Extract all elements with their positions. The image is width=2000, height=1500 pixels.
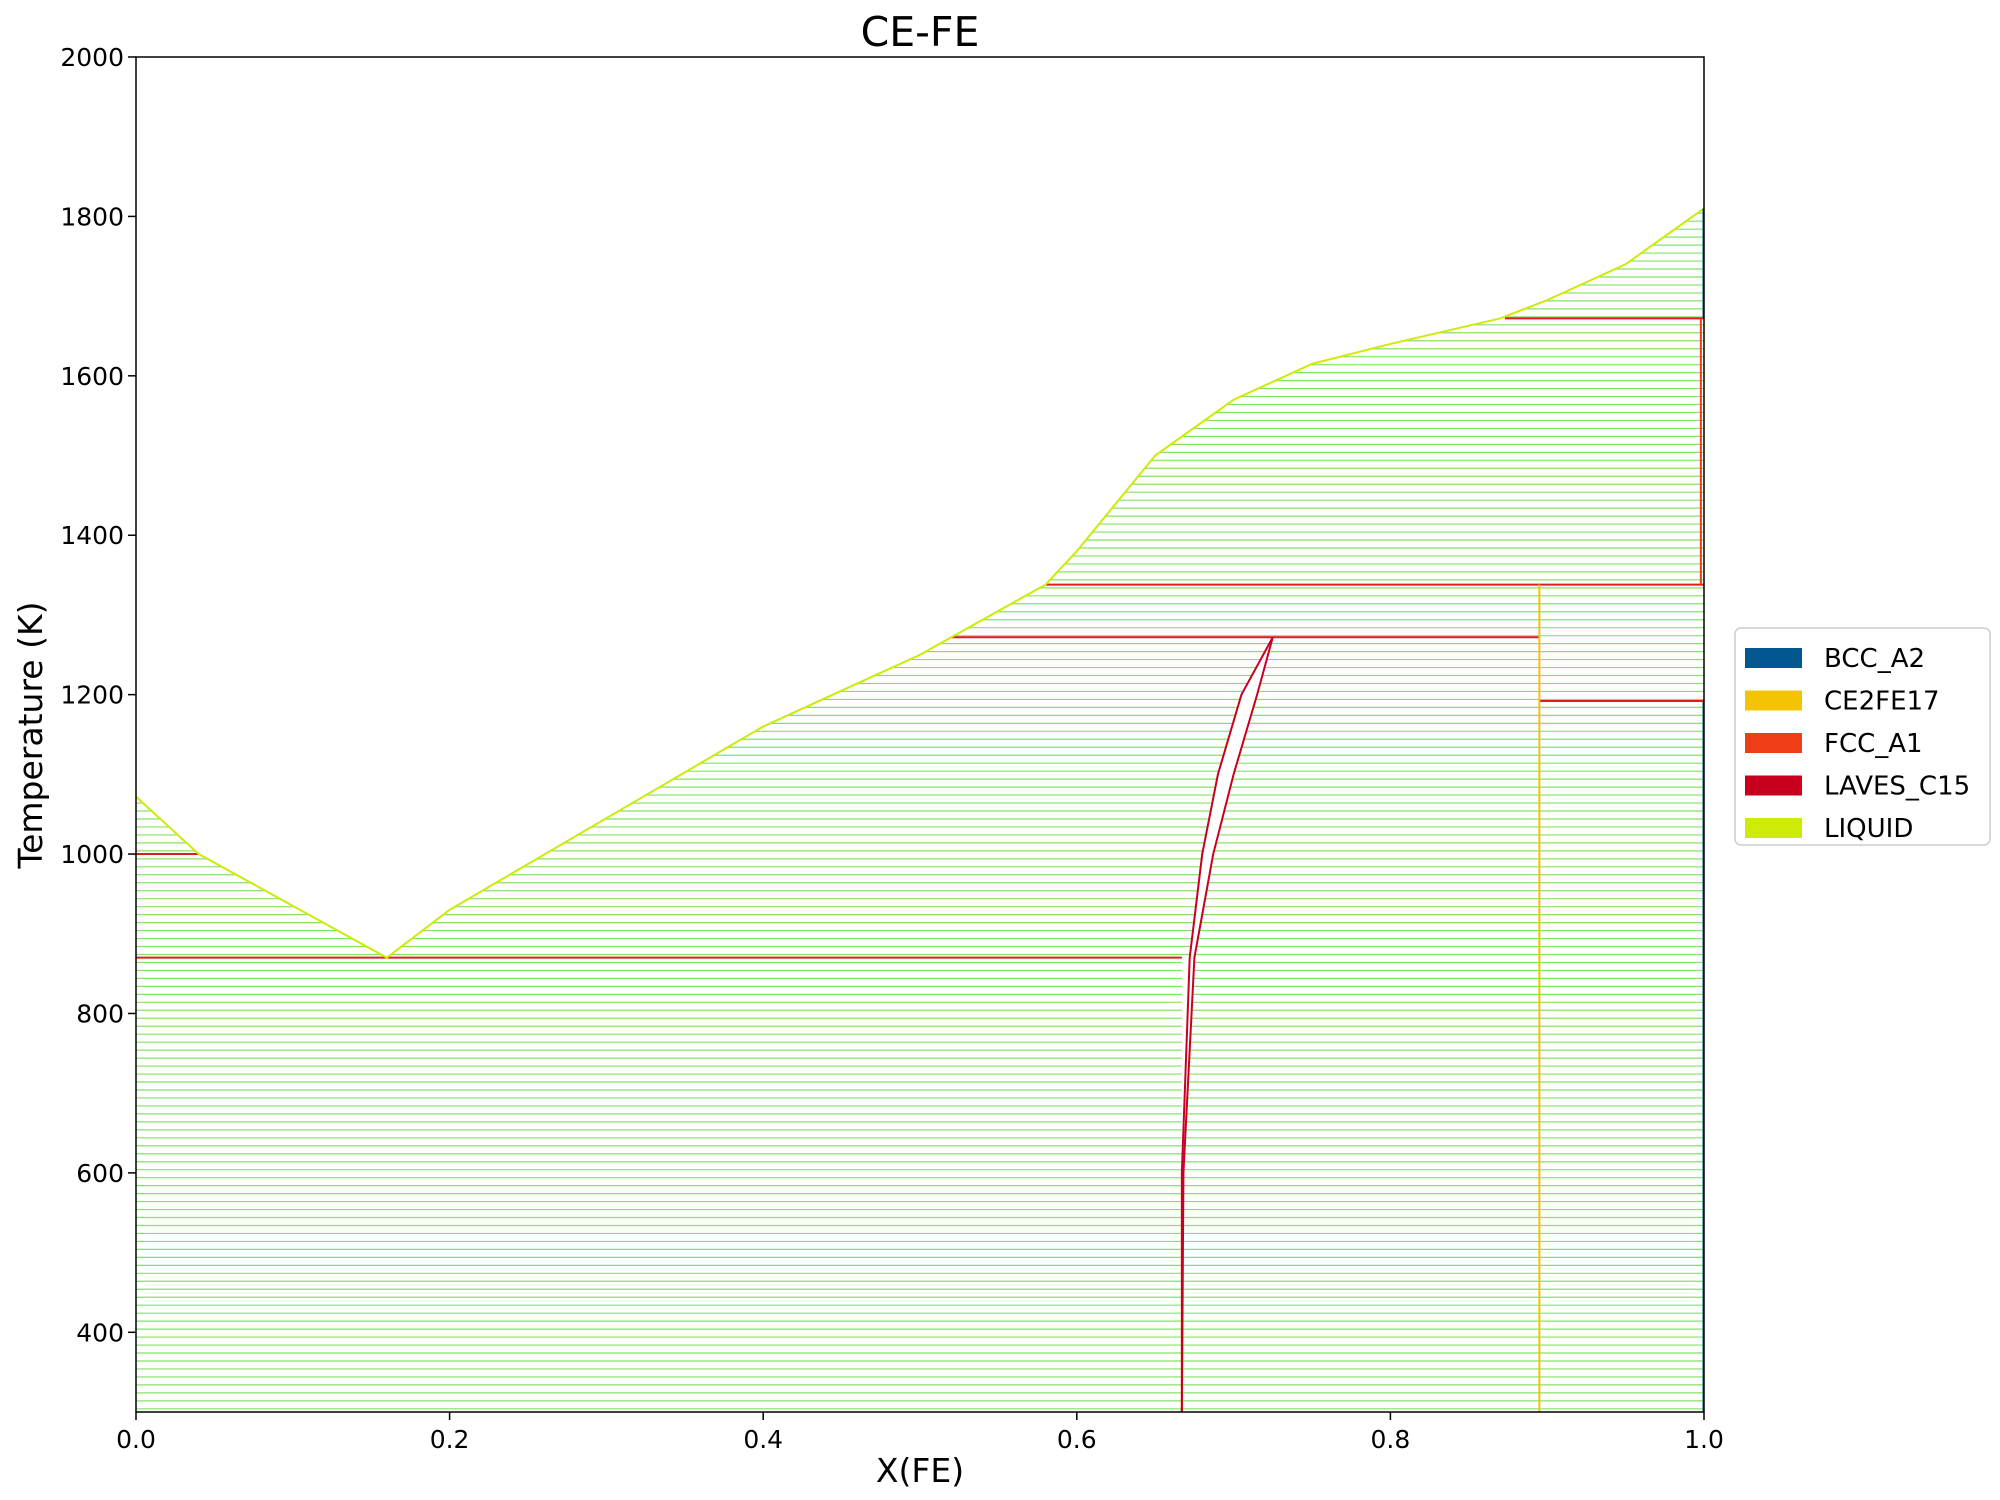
legend-swatch: [1745, 690, 1802, 711]
legend: BCC_A2 CE2FE17 FCC_A1 LAVES_C15 LIQUID: [1734, 627, 1991, 846]
x-tick-label: 0.2: [430, 1425, 470, 1454]
y-tick-label: 800: [76, 999, 124, 1028]
boundary-laves_c15: [1180, 636, 1274, 1412]
x-tick-label: 0.4: [743, 1425, 783, 1454]
x-axis: 0.0 0.2 0.4 0.6 0.8 1.0: [116, 1412, 1724, 1454]
legend-label: LAVES_C15: [1824, 772, 1970, 802]
boundary-liquid: [136, 207, 1704, 959]
legend-label: CE2FE17: [1824, 687, 1940, 717]
y-tick-label: 1600: [60, 362, 124, 391]
legend-swatch: [1745, 775, 1802, 796]
y-axis-title: Temperature (K): [11, 602, 50, 870]
y-tick-label: 1800: [60, 202, 124, 231]
x-tick-label: 0.6: [1057, 1425, 1097, 1454]
x-axis-title: X(FE): [876, 1451, 964, 1490]
legend-swatch: [1745, 648, 1802, 668]
legend-label: LIQUID: [1824, 814, 1913, 844]
y-tick-label: 1000: [60, 840, 124, 869]
y-tick-label: 2000: [60, 43, 124, 72]
y-axis: 400 600 800 1000 1200 1400 1600 1800 2000: [60, 43, 136, 1347]
y-tick-label: 1200: [60, 681, 124, 710]
phase-boundaries: [136, 207, 1704, 1412]
tie-lines: [136, 212, 1704, 1410]
chart-title: CE-FE: [861, 8, 980, 56]
boundary-laves_c15: [1180, 636, 1274, 1412]
plot-frame: [135, 56, 1705, 1413]
legend-swatch: [1745, 818, 1802, 838]
x-tick-label: 0.0: [116, 1425, 156, 1454]
y-tick-label: 1400: [60, 521, 124, 550]
legend-swatch: [1745, 733, 1802, 753]
x-tick-label: 0.8: [1371, 1425, 1411, 1454]
legend-label: BCC_A2: [1824, 644, 1925, 674]
y-tick-label: 600: [76, 1159, 124, 1188]
invariant-lines: [136, 317, 1704, 959]
x-tick-label: 1.0: [1684, 1425, 1724, 1454]
legend-label: FCC_A1: [1824, 729, 1923, 759]
y-tick-label: 400: [76, 1318, 124, 1347]
